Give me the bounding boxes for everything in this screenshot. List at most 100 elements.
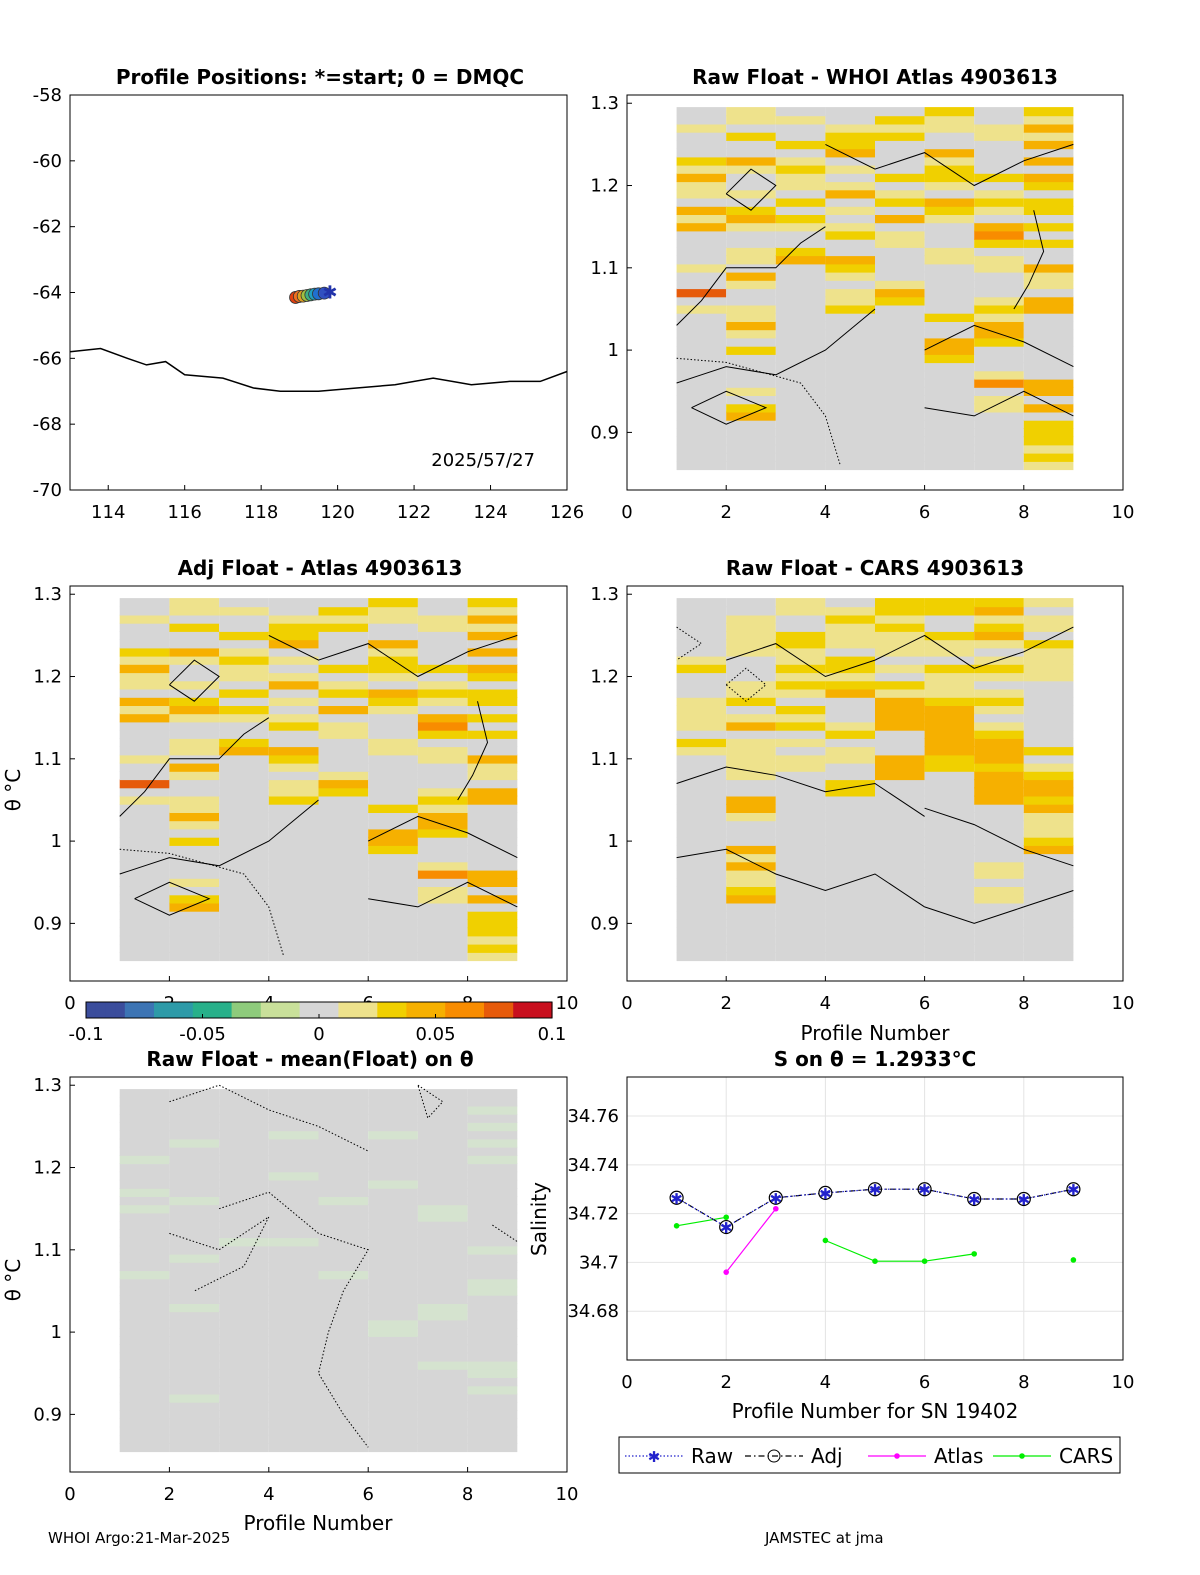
heatmap-cell (726, 762, 776, 772)
heatmap-cell (676, 411, 727, 421)
heatmap-cell (726, 370, 776, 380)
heatmap-cell (1023, 696, 1074, 706)
y-tick-label: 34.74 (567, 1155, 619, 1176)
heatmap-cell (318, 1410, 369, 1420)
heatmap-cell (268, 1253, 319, 1263)
heatmap-cell (726, 828, 776, 838)
raw-point: ✱ (1018, 1191, 1031, 1209)
heatmap-cell (924, 762, 975, 772)
heatmap-cell (368, 1171, 418, 1181)
heatmap-cell (119, 1097, 170, 1107)
heatmap-cell (676, 164, 727, 174)
axes-frame (69, 1076, 568, 1473)
x-tick-label: 118 (244, 502, 278, 523)
heatmap-cell (875, 280, 925, 290)
heatmap-cell (875, 115, 925, 125)
heatmap-cell (924, 370, 975, 380)
heatmap-cell (825, 337, 875, 347)
contour-line (1013, 210, 1045, 310)
heatmap-cell (318, 1377, 369, 1387)
heatmap-cell (467, 664, 518, 674)
heatmap-cell (875, 205, 925, 215)
heatmap-cell (119, 688, 170, 698)
heatmap-cell (676, 598, 727, 608)
raw-point: ✱ (770, 1190, 783, 1208)
axes-frame (626, 94, 1124, 491)
cars-point (971, 1251, 977, 1257)
heatmap-cell (924, 189, 975, 199)
heatmap-cell (1023, 173, 1074, 183)
heatmap-cell (726, 886, 776, 896)
heatmap-cell (775, 606, 826, 616)
heatmap-cell (169, 1401, 220, 1411)
heatmap-cell (775, 386, 826, 396)
heatmap-cell (467, 705, 518, 715)
heatmap-cell (268, 614, 319, 624)
contour-line (169, 659, 220, 702)
heatmap-cell (775, 345, 826, 355)
colorbar-swatch (251, 1002, 262, 1018)
heatmap-cell (775, 771, 826, 781)
heatmap-cell (119, 1262, 170, 1272)
heatmap-cell (368, 738, 418, 748)
colorbar-swatch (474, 1002, 485, 1018)
heatmap-cell (1023, 378, 1074, 388)
raw-mean-xlabel: Profile Number (244, 1511, 394, 1535)
heatmap-cell (417, 1360, 468, 1370)
heatmap-cell (875, 664, 925, 674)
heatmap-cell (875, 606, 925, 616)
heatmap-cell (676, 337, 727, 347)
heatmap-cell (875, 148, 925, 158)
heatmap-cell (1023, 738, 1074, 748)
heatmap-cell (119, 1385, 170, 1395)
heatmap-cell (417, 894, 468, 904)
heatmap-cell (119, 729, 170, 739)
heatmap-cell (974, 370, 1024, 380)
contour-line (367, 815, 518, 859)
heatmap-cell (1023, 919, 1074, 929)
heatmap-cell (1023, 845, 1074, 855)
heatmap-cell (825, 853, 875, 863)
heatmap-cell (726, 288, 776, 298)
heatmap-cell (924, 419, 975, 429)
heatmap-cell (417, 779, 468, 789)
heatmap-cell (1023, 598, 1074, 608)
heatmap-cell (1023, 803, 1074, 813)
heatmap-cell (318, 1155, 369, 1165)
heatmap-cell (924, 255, 975, 265)
contour-line (924, 890, 1074, 924)
heatmap-cell (318, 1294, 369, 1304)
heatmap-cell (467, 787, 518, 797)
heatmap-cell (268, 606, 319, 616)
heatmap-cell (467, 1130, 518, 1140)
heatmap-cell (875, 655, 925, 665)
raw-cars-panel: 0 2 4 6 8 100.911.11.21.3 (590, 584, 1134, 1014)
heatmap-cell (318, 1196, 369, 1206)
heatmap-cell (875, 461, 925, 471)
heatmap-cell (219, 853, 269, 863)
heatmap-cell (268, 1344, 319, 1354)
heatmap-cell (169, 1146, 220, 1156)
heatmap-cell (467, 910, 518, 920)
positions-panel: ✱114 116 118 120 122 124 126-58-60-62-64-66-68… (33, 85, 585, 523)
axes-frame (626, 585, 1124, 982)
heatmap-cell (924, 598, 975, 608)
heatmap-cell (467, 828, 518, 838)
heatmap-cell (119, 1443, 170, 1453)
heatmap-cell (169, 1352, 220, 1362)
heatmap-cell (417, 688, 468, 698)
heatmap-cell (318, 1171, 369, 1181)
heatmap-cell (974, 672, 1024, 682)
heatmap-cell (417, 1352, 468, 1362)
legend-label: CARS (1059, 1444, 1113, 1468)
heatmap-cell (924, 696, 975, 706)
heatmap-cell (775, 828, 826, 838)
heatmap-cell (875, 820, 925, 830)
heatmap-cell (825, 836, 875, 846)
y-tick-label: -70 (33, 480, 62, 501)
heatmap-cell (775, 836, 826, 846)
heatmap-cell (676, 836, 727, 846)
heatmap-cell (775, 754, 826, 764)
heatmap-cell (825, 263, 875, 273)
heatmap-cell (268, 705, 319, 715)
